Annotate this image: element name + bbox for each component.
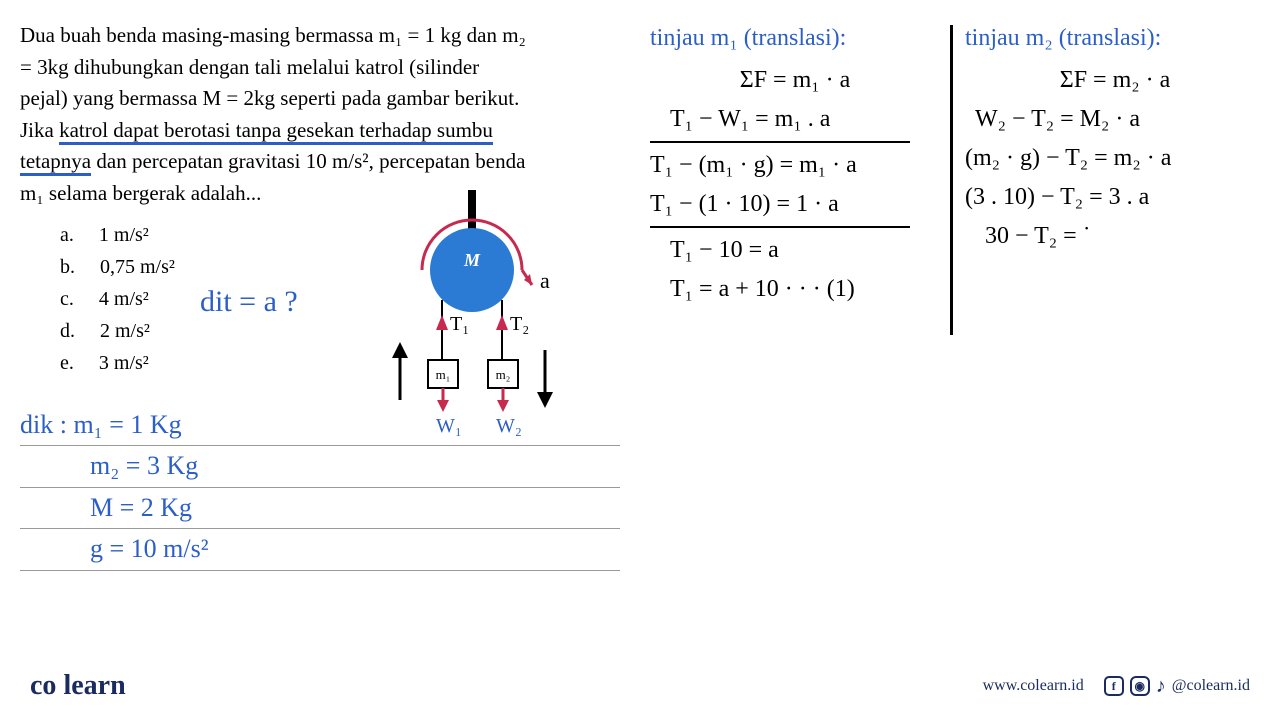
col1-eq4: T₁ − (1 · 10) = 1 · a: [650, 186, 940, 222]
col1-sep2: [650, 226, 910, 228]
dit-question: dit = a ?: [200, 285, 298, 319]
col2-title: tinjau m₂ (translasi):: [965, 20, 1265, 56]
work-column-m1: tinjau m₁ (translasi): ΣF = m₁ · a T₁ − …: [650, 20, 940, 310]
col1-eq2: T₁ − W₁ = m₁ . a: [650, 101, 940, 137]
facebook-icon: f: [1104, 676, 1124, 696]
footer-right: www.colearn.id f ◉ ♪ @colearn.id: [983, 675, 1250, 698]
col2-eq4: (3 . 10) − T₂ = 3 . a: [965, 179, 1265, 215]
option-b: 0,75 m/s²: [100, 251, 175, 283]
brand-logo: co learn: [30, 670, 126, 702]
option-label-e: e.: [60, 347, 74, 379]
dik-line-3: M = 2 Kg: [20, 488, 620, 529]
col1-eq6: T₁ = a + 10 · · · (1): [650, 271, 940, 307]
m1-box-label: m₁: [436, 367, 451, 382]
col1-eq5: T₁ − 10 = a: [650, 232, 940, 268]
option-e: 3 m/s²: [99, 347, 149, 379]
col1-eq3: T₁ − (m₁ · g) = m₁ · a: [650, 147, 940, 183]
option-label-b: b.: [60, 251, 75, 283]
pulley-label: M: [463, 250, 481, 270]
problem-line-1: Dua buah benda masing-masing bermassa m₁…: [20, 20, 640, 52]
option-label-c: c.: [60, 283, 74, 315]
col2-eq5: 30 − T₂ = ˙: [965, 218, 1265, 254]
option-d: 2 m/s²: [100, 315, 150, 347]
option-label-a: a.: [60, 219, 74, 251]
t1-label: T₁: [450, 313, 469, 335]
problem-line-2: = 3kg dihubungkan dengan tali melalui ka…: [20, 52, 640, 84]
instagram-icon: ◉: [1130, 676, 1150, 696]
option-c: 4 m/s²: [99, 283, 149, 315]
logo-co: co: [30, 670, 56, 701]
footer-handle: @colearn.id: [1172, 677, 1250, 695]
footer: co learn www.colearn.id f ◉ ♪ @colearn.i…: [0, 670, 1280, 702]
w2-label: W₂: [496, 415, 522, 437]
column-separator: [950, 25, 953, 335]
col1-eq1: ΣF = m₁ · a: [650, 62, 940, 98]
social-icons: f ◉ ♪ @colearn.id: [1104, 675, 1250, 698]
option-a: 1 m/s²: [99, 219, 149, 251]
a-label: a: [540, 268, 550, 293]
problem-line-5: tetapnya dan percepatan gravitasi 10 m/s…: [20, 146, 640, 178]
col2-eq3: (m₂ · g) − T₂ = m₂ · a: [965, 140, 1265, 176]
pulley-diagram: M a T₁ T₂ m₁ m₂ W₁ W₂: [360, 190, 620, 440]
work-column-m2: tinjau m₂ (translasi): ΣF = m₂ · a W₂ − …: [965, 20, 1265, 257]
problem-line-3: pejal) yang bermassa M = 2kg seperti pad…: [20, 83, 640, 115]
dik-line-4: g = 10 m/s²: [20, 529, 620, 570]
m2-box-label: m₂: [496, 367, 511, 382]
problem-line-4: Jika katrol dapat berotasi tanpa gesekan…: [20, 115, 640, 147]
col2-eq2: W₂ − T₂ = M₂ · a: [965, 101, 1265, 137]
w1-label: W₁: [436, 415, 462, 437]
col2-eq1: ΣF = m₂ · a: [965, 62, 1265, 98]
col1-title: tinjau m₁ (translasi):: [650, 20, 940, 56]
tiktok-icon: ♪: [1156, 675, 1166, 698]
logo-learn: learn: [63, 670, 125, 701]
dik-line-2: m₂ = 3 Kg: [20, 446, 620, 487]
option-label-d: d.: [60, 315, 75, 347]
footer-url: www.colearn.id: [983, 677, 1084, 695]
col1-sep1: [650, 141, 910, 143]
t2-label: T₂: [510, 313, 529, 335]
